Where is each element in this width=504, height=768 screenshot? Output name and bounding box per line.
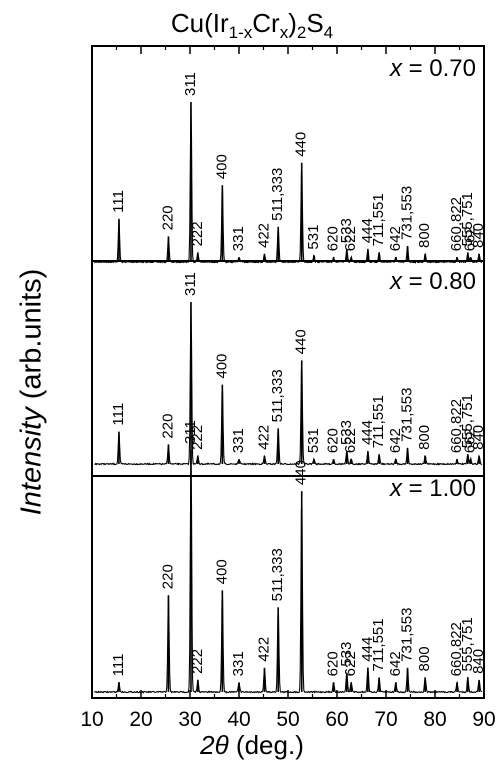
peak-label: 620: [325, 428, 342, 453]
peak-label: 555,751: [459, 192, 476, 246]
peak-label: 444: [359, 637, 376, 662]
panel-label: x = 0.70: [389, 55, 476, 82]
peak-label: 642: [387, 226, 404, 251]
peak-label: 400: [213, 354, 230, 379]
peak-label: 222: [189, 425, 206, 450]
peak-label: 642: [387, 651, 404, 676]
peak-label: 555,751: [459, 617, 476, 671]
peak-label: 711,551: [370, 395, 387, 448]
chart-title: Cu(Ir1-xCrx)2S4: [170, 8, 334, 43]
peak-label: 660,822: [448, 399, 465, 453]
x-tick-label: 40: [227, 708, 250, 731]
x-tick-label: 30: [178, 708, 201, 731]
peak-label: 444: [359, 420, 376, 445]
peak-label: 400: [213, 154, 230, 179]
peak-label: 800: [416, 646, 433, 671]
peak-label: 840: [470, 223, 487, 248]
diffraction-trace: [94, 303, 483, 466]
x-tick-label: 80: [423, 708, 446, 731]
peak-label: 555,751: [459, 394, 476, 448]
x-tick-label: 10: [80, 708, 103, 731]
peak-label: 440: [293, 132, 310, 157]
peak-label: 422: [255, 425, 272, 450]
peak-label: 840: [470, 649, 487, 674]
peak-label: 711,551: [370, 618, 387, 671]
panel-label: x = 1.00: [389, 475, 476, 502]
peak-label: 311: [182, 272, 199, 296]
peak-label: 400: [213, 559, 230, 584]
peak-label: 111: [110, 190, 127, 213]
peak-label: 622: [342, 428, 359, 453]
plot-frame: [91, 45, 485, 699]
peak-label: 662: [462, 428, 479, 453]
peak-label: 662: [462, 226, 479, 251]
x-tick-label: 60: [325, 708, 348, 731]
peak-label: 511,333: [269, 548, 286, 601]
x-tick-label: 90: [472, 708, 495, 731]
peak-label: 511,333: [269, 168, 286, 221]
peak-label: 440: [293, 329, 310, 354]
peak-label: 222: [189, 221, 206, 246]
peak-label: 331: [230, 651, 247, 676]
peak-label: 444: [359, 218, 376, 243]
peak-label: 111: [110, 403, 127, 426]
peak-label: 220: [159, 564, 176, 589]
peak-label: 220: [159, 205, 176, 230]
peak-label: 642: [387, 428, 404, 453]
peak-label: 533: [338, 642, 355, 667]
x-tick-label: 70: [374, 708, 397, 731]
peak-label: 800: [416, 223, 433, 248]
peak-label: 622: [342, 651, 359, 676]
peak-label: 711,551: [370, 193, 387, 246]
peak-label: 533: [338, 218, 355, 243]
peak-label: 422: [255, 223, 272, 248]
peak-label: 533: [338, 420, 355, 445]
peak-label: 511,333: [269, 369, 286, 422]
peak-label: 622: [342, 226, 359, 251]
peak-label: 311: [182, 420, 199, 444]
peak-label: 531: [305, 428, 322, 453]
peak-label: 422: [255, 637, 272, 662]
x-axis-label: 2θ (deg.): [200, 730, 304, 760]
peak-label: 840: [470, 425, 487, 450]
panel-label: x = 0.80: [389, 268, 476, 295]
peak-label: 531: [305, 225, 322, 250]
peak-label: 222: [189, 649, 206, 674]
peak-label: 331: [230, 226, 247, 251]
x-tick-label: 50: [276, 708, 299, 731]
peak-label: 440: [293, 460, 310, 485]
peak-label: 620: [325, 651, 342, 676]
peak-label: 731,553: [399, 388, 416, 442]
peak-label: 800: [416, 425, 433, 450]
peak-label: 111: [110, 654, 127, 677]
peak-label: 331: [230, 428, 247, 453]
x-tick-label: 20: [129, 708, 152, 731]
peak-label: 620: [325, 226, 342, 251]
peak-label: 731,553: [399, 608, 416, 662]
peak-label: 220: [159, 414, 176, 439]
peak-label: 660,822: [448, 197, 465, 251]
peak-label: 731,553: [399, 186, 416, 240]
peak-label: 311: [182, 72, 199, 96]
peak-label: 660,822: [448, 622, 465, 676]
